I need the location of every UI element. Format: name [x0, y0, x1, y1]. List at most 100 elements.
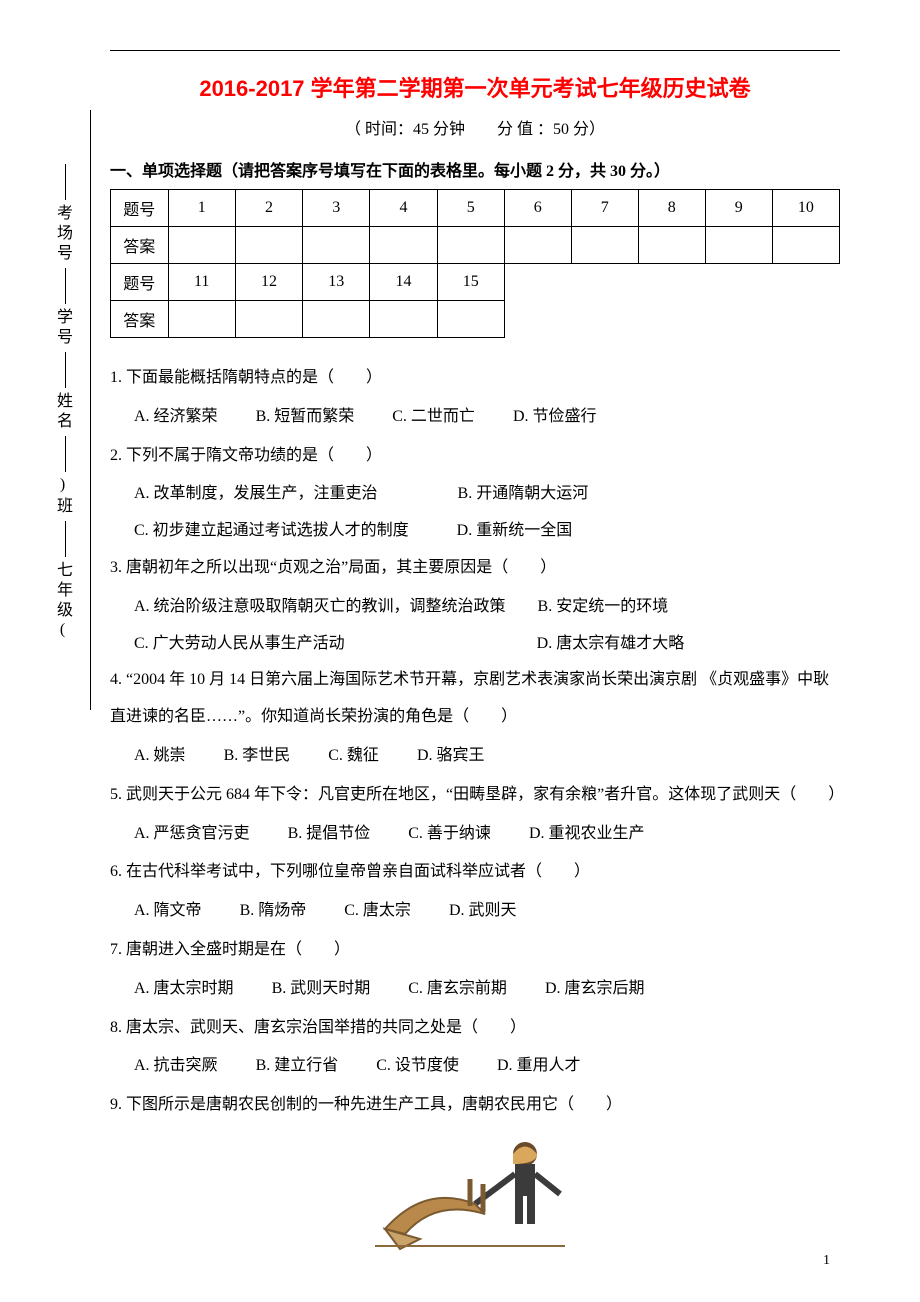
answer-cell[interactable]: [235, 301, 302, 338]
qnum-cell: 13: [303, 264, 370, 301]
question-options: A. 严惩贪官污吏 B. 提倡节俭 C. 善于纳谏 D. 重视农业生产: [110, 816, 840, 853]
side-label-class-suffix: )班: [50, 476, 74, 517]
qnum-cell: 4: [370, 190, 437, 227]
answer-cell[interactable]: [370, 227, 437, 264]
option: D. 唐玄宗后期: [545, 971, 645, 1008]
answer-cell[interactable]: [638, 227, 705, 264]
option: B. 武则天时期: [272, 971, 371, 1008]
empty-cell: [571, 264, 638, 301]
side-blank-line: [65, 164, 66, 200]
qnum-cell: 14: [370, 264, 437, 301]
question-stem: 1. 下面最能概括隋朝特点的是（ ）: [110, 360, 840, 397]
table-row: 答案: [111, 301, 840, 338]
question-options: A. 唐太宗时期 B. 武则天时期 C. 唐玄宗前期 D. 唐玄宗后期: [110, 971, 840, 1008]
empty-cell: [772, 301, 839, 338]
exam-subtitle: （ 时间：45 分钟 分 值 ：50 分）: [110, 115, 840, 139]
plow-illustration: [110, 1134, 840, 1259]
exam-title: 2016-2017 学年第二学期第一次单元考试七年级历史试卷: [110, 71, 840, 103]
answer-cell[interactable]: [370, 301, 437, 338]
binding-line: [90, 110, 91, 710]
qnum-cell: 12: [235, 264, 302, 301]
option: C. 设节度使: [376, 1048, 459, 1085]
side-label-id: 学号: [50, 308, 74, 348]
qnum-cell: 7: [571, 190, 638, 227]
qnum-cell: 11: [168, 264, 235, 301]
option: A. 隋文帝: [134, 893, 202, 930]
answer-table: 题号 1 2 3 4 5 6 7 8 9 10 答案 题号 11: [110, 189, 840, 338]
option: D. 节俭盛行: [513, 399, 597, 436]
empty-cell: [571, 301, 638, 338]
table-row: 题号 11 12 13 14 15: [111, 264, 840, 301]
option-line: A. 统治阶级注意吸取隋朝灭亡的教训，调整统治政策 B. 安定统一的环境: [110, 589, 840, 626]
row-label: 题号: [111, 190, 169, 227]
qnum-cell: 6: [504, 190, 571, 227]
option: B. 李世民: [224, 738, 291, 775]
empty-cell: [504, 264, 571, 301]
option: B. 短暂而繁荣: [256, 399, 355, 436]
option: B. 建立行省: [256, 1048, 339, 1085]
question-options: A. 抗击突厥 B. 建立行省 C. 设节度使 D. 重用人才: [110, 1048, 840, 1085]
side-blank-line: [65, 521, 66, 557]
answer-cell[interactable]: [705, 227, 772, 264]
option: A. 姚崇: [134, 738, 186, 775]
qnum-cell: 10: [772, 190, 839, 227]
empty-cell: [705, 301, 772, 338]
option: D. 骆宾王: [417, 738, 485, 775]
qnum-cell: 5: [437, 190, 504, 227]
answer-cell[interactable]: [437, 301, 504, 338]
option: D. 武则天: [449, 893, 517, 930]
answer-cell[interactable]: [168, 227, 235, 264]
section-1-heading: 一、单项选择题（请把答案序号填写在下面的表格里。每小题 2 分，共 30 分。）: [110, 157, 840, 181]
side-label-grade: 七年级(: [50, 561, 74, 642]
answer-cell[interactable]: [772, 227, 839, 264]
question-stem: 9. 下图所示是唐朝农民创制的一种先进生产工具，唐朝农民用它（ ）: [110, 1087, 840, 1124]
option: D. 重用人才: [497, 1048, 581, 1085]
question-stem: 5. 武则天于公元 684 年下令：凡官吏所在地区，“田畴垦辟，家有余粮”者升官…: [110, 777, 840, 814]
top-rule: [110, 50, 840, 51]
answer-cell[interactable]: [303, 227, 370, 264]
option: C. 善于纳谏: [408, 816, 491, 853]
answer-cell[interactable]: [235, 227, 302, 264]
row-label: 答案: [111, 227, 169, 264]
page-number: 1: [823, 1253, 830, 1269]
side-label-name: 姓名: [50, 392, 74, 432]
empty-cell: [504, 301, 571, 338]
qnum-cell: 2: [235, 190, 302, 227]
question-stem: 6. 在古代科举考试中，下列哪位皇帝曾亲自面试科举应试者（ ）: [110, 854, 840, 891]
answer-cell[interactable]: [504, 227, 571, 264]
question-stem: 3. 唐朝初年之所以出现“贞观之治”局面，其主要原因是（ ）: [110, 550, 840, 587]
qnum-cell: 3: [303, 190, 370, 227]
answer-cell[interactable]: [437, 227, 504, 264]
side-label-room: 考场号: [50, 204, 74, 264]
option: C. 二世而亡: [392, 399, 475, 436]
option: A. 唐太宗时期: [134, 971, 234, 1008]
empty-cell: [705, 264, 772, 301]
side-info-column: 考场号 学号 姓名 )班 七年级(: [50, 160, 80, 680]
option: C. 唐玄宗前期: [408, 971, 507, 1008]
qnum-cell: 1: [168, 190, 235, 227]
empty-cell: [638, 264, 705, 301]
question-options: A. 隋文帝 B. 隋炀帝 C. 唐太宗 D. 武则天: [110, 893, 840, 930]
empty-cell: [638, 301, 705, 338]
side-blank-line: [65, 352, 66, 388]
qnum-cell: 15: [437, 264, 504, 301]
option: D. 重视农业生产: [529, 816, 645, 853]
option: A. 经济繁荣: [134, 399, 218, 436]
answer-cell[interactable]: [303, 301, 370, 338]
option: B. 隋炀帝: [240, 893, 307, 930]
empty-cell: [772, 264, 839, 301]
option-line: C. 初步建立起通过考试选拔人才的制度 D. 重新统一全国: [110, 513, 840, 550]
option: B. 提倡节俭: [288, 816, 371, 853]
question-stem: 8. 唐太宗、武则天、唐玄宗治国举措的共同之处是（ ）: [110, 1010, 840, 1047]
side-blank-line: [65, 268, 66, 304]
answer-cell[interactable]: [571, 227, 638, 264]
option: C. 唐太宗: [344, 893, 411, 930]
qnum-cell: 9: [705, 190, 772, 227]
qnum-cell: 8: [638, 190, 705, 227]
table-row: 答案: [111, 227, 840, 264]
answer-cell[interactable]: [168, 301, 235, 338]
question-stem: 2. 下列不属于隋文帝功绩的是（ ）: [110, 438, 840, 475]
option: A. 严惩贪官污吏: [134, 816, 250, 853]
exam-page: 考场号 学号 姓名 )班 七年级( 2016-2017 学年第二学期第一次单元考…: [0, 0, 920, 1289]
row-label: 答案: [111, 301, 169, 338]
